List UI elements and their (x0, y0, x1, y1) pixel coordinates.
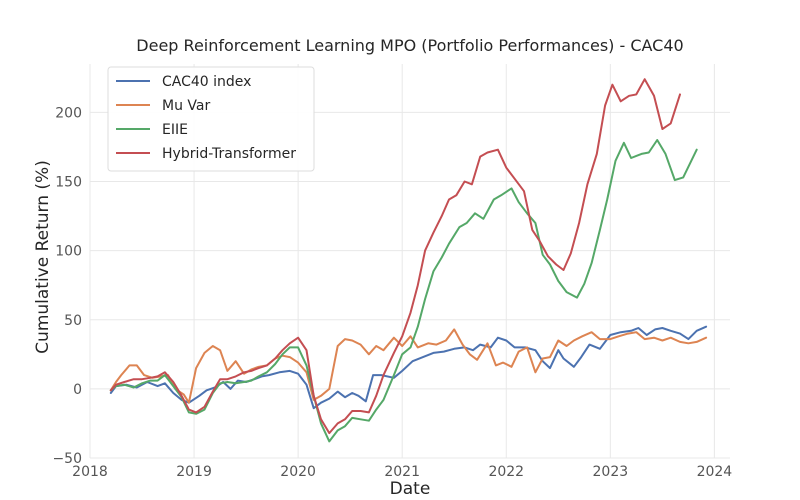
legend: CAC40 index Mu Var EIIE Hybrid-Transformer (107, 66, 315, 172)
x-tick-label: 2023 (593, 464, 629, 480)
series-line-mu-var (109, 328, 708, 404)
x-axis-label: Date (390, 479, 431, 499)
legend-label-mu-var: Mu Var (162, 98, 210, 114)
legend-label-cac40-index: CAC40 index (162, 74, 251, 90)
series-line-hybrid-transformer (109, 78, 681, 435)
x-tick-label: 2022 (488, 464, 524, 480)
series-line-eiie (109, 139, 698, 443)
legend-box (107, 66, 315, 172)
y-axis-ticks: −50 0 50 100 150 200 (52, 105, 82, 467)
y-tick-label: 0 (73, 382, 82, 398)
legend-label-eiie: EIIE (162, 122, 188, 138)
y-tick-label: 150 (55, 175, 82, 191)
x-tick-label: 2019 (176, 464, 212, 480)
x-tick-label: 2021 (384, 464, 420, 480)
series-lines (109, 78, 708, 443)
x-axis-ticks: 2018 2019 2020 2021 2022 2023 2024 (72, 464, 732, 480)
y-axis-label: Cumulative Return (%) (33, 160, 53, 354)
series-line-cac40-index (109, 325, 708, 410)
y-tick-label: 200 (55, 105, 82, 121)
y-tick-label: 50 (64, 313, 82, 329)
legend-items: CAC40 index Mu Var EIIE Hybrid-Transformer (116, 74, 296, 162)
x-tick-label: 2020 (280, 464, 316, 480)
y-tick-label: 100 (55, 244, 82, 260)
chart-title: Deep Reinforcement Learning MPO (Portfol… (136, 36, 683, 55)
y-tick-label: −50 (52, 451, 82, 467)
x-tick-label: 2018 (72, 464, 108, 480)
x-tick-label: 2024 (697, 464, 733, 480)
legend-label-hybrid-transformer: Hybrid-Transformer (162, 146, 296, 162)
